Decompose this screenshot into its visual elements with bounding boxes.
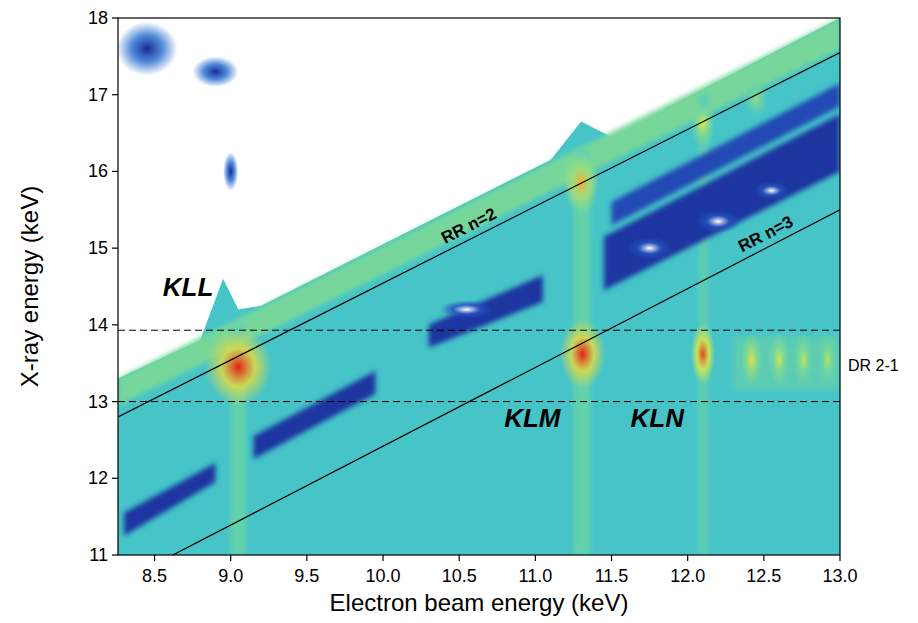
y-tick-label: 14: [88, 315, 108, 335]
y-tick: [112, 554, 118, 555]
y-tick-label: 11: [89, 545, 108, 565]
heatmap-spot: [627, 237, 673, 260]
x-tick-label: 12.0: [670, 566, 705, 586]
y-tick: [112, 324, 118, 325]
y-tick: [112, 248, 118, 249]
annotation: KLM: [504, 403, 562, 433]
x-tick-label: 13.0: [822, 566, 857, 586]
y-tick: [112, 94, 118, 95]
heatmap-spot: [695, 210, 741, 233]
x-tick: [154, 555, 155, 561]
x-tick-label: 10.5: [442, 566, 477, 586]
heatmap-streak: [254, 371, 376, 459]
heatmap-spot: [768, 333, 789, 387]
line-label: RR n=2: [438, 204, 499, 248]
x-tick-label: 11.5: [595, 566, 629, 586]
y-tick: [112, 171, 118, 172]
heatmap-streak: [124, 463, 215, 536]
y-tick-label: 17: [88, 85, 108, 105]
x-tick: [535, 555, 536, 561]
heatmap-spot: [753, 181, 790, 199]
reference-line: [118, 330, 840, 331]
x-axis-title: Electron beam energy (keV): [330, 589, 629, 616]
plot-frame: [118, 18, 840, 555]
y-tick-label: 12: [88, 468, 108, 488]
annotation: DR 2-1: [848, 357, 899, 374]
heatmap-spot: [193, 56, 239, 87]
y-axis-title: X-ray energy (keV): [16, 186, 43, 387]
y-tick: [112, 478, 118, 479]
y-tick-label: 18: [88, 8, 108, 28]
chart: 8.5 9.0 9.5 10.0 10.5 11.0 11.5 12.0 12.5 13.0 11 1…: [0, 0, 918, 623]
x-tick-label: 9.5: [294, 566, 319, 586]
heatmap-spot: [817, 333, 838, 387]
x-tick: [687, 555, 688, 561]
annotation: KLL: [163, 272, 214, 302]
y-tick-label: 16: [88, 161, 108, 181]
rr-line: [118, 210, 840, 555]
heatmap-spot: [691, 101, 715, 147]
heatmap-spot: [793, 333, 814, 387]
x-tick: [382, 555, 383, 561]
x-tick-label: 9.0: [218, 566, 243, 586]
x-tick-label: 10.0: [366, 566, 401, 586]
x-tick: [230, 555, 231, 561]
heatmap-spot: [205, 329, 272, 406]
heatmap-spot: [118, 22, 177, 76]
y-tick-label: 13: [88, 392, 108, 412]
heatmap-streak: [612, 83, 840, 225]
heatmap-spot: [741, 333, 762, 387]
x-tick: [306, 555, 307, 561]
x-tick-label: 12.5: [746, 566, 781, 586]
annotation: KLN: [630, 403, 685, 433]
heatmap-spot: [223, 152, 238, 190]
y-tick: [112, 17, 118, 18]
x-tick: [459, 555, 460, 561]
y-tick: [112, 401, 118, 402]
x-tick-label: 8.5: [142, 566, 167, 586]
heatmap-streak: [118, 18, 840, 405]
rr-line: [118, 53, 840, 417]
reference-line: [118, 401, 840, 402]
line-label: RR n=3: [735, 212, 796, 256]
plot-area: [118, 18, 840, 555]
y-tick-label: 15: [88, 238, 108, 258]
x-tick: [611, 555, 612, 561]
heatmap-streak: [429, 275, 543, 348]
x-tick: [839, 555, 840, 561]
heatmap-spot: [691, 323, 715, 384]
x-tick-label: 11.0: [519, 566, 553, 586]
x-tick: [763, 555, 764, 561]
heatmap-spot: [439, 300, 494, 318]
